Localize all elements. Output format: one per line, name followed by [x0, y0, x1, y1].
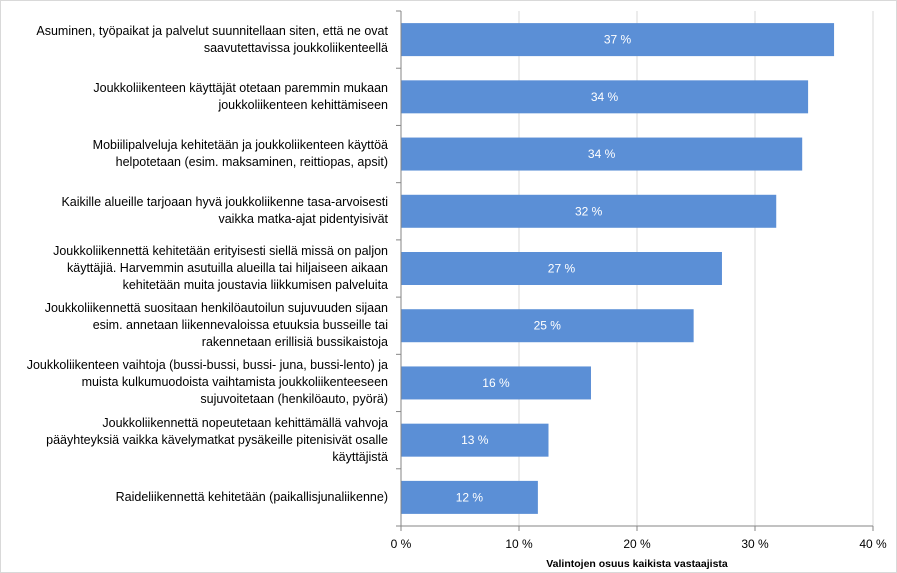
bar-9 [401, 480, 538, 514]
bar-1 [401, 23, 835, 57]
category-label-1: Asuminen, työpaikat ja palvelut suunnite… [36, 23, 388, 55]
data-label-8: 13 % [461, 433, 489, 447]
bar-7 [401, 366, 591, 400]
data-label-4: 32 % [575, 204, 603, 218]
data-label-7: 16 % [482, 376, 510, 390]
data-label-5: 27 % [548, 262, 576, 276]
bar-6 [401, 309, 694, 343]
data-label-3: 34 % [588, 147, 616, 161]
category-label-8: Joukkoliikennettä nopeutetaan kehittämäl… [46, 415, 388, 464]
bar-5 [401, 252, 722, 285]
data-label-6: 25 % [534, 319, 562, 333]
bar-2 [401, 80, 809, 114]
category-label-5: Joukkoliikennettä kehitetään erityisesti… [53, 244, 388, 292]
bar-3 [401, 137, 803, 171]
x-tick-label-0: 0 % [391, 537, 412, 551]
category-label-9: Raideliikennettä kehitetään (paikallisju… [115, 489, 388, 504]
bar-8 [401, 423, 549, 457]
category-label-4: Kaikille alueille tarjoaan hyvä joukkoli… [61, 195, 388, 227]
data-label-1: 37 % [604, 33, 632, 47]
x-tick-label-40: 40 % [859, 537, 887, 551]
x-tick-label-20: 20 % [623, 537, 651, 551]
x-tick-label-30: 30 % [741, 537, 769, 551]
x-tick-label-10: 10 % [505, 537, 533, 551]
data-label-9: 12 % [456, 490, 484, 504]
bar-4 [401, 194, 777, 228]
category-label-6: Joukkoliikennettä suositaan henkilöautoi… [44, 301, 388, 350]
data-label-2: 34 % [591, 90, 619, 104]
category-label-7: Joukkoliikenteen vaihtoja (bussi-bussi, … [26, 358, 388, 407]
category-label-2: Joukkoliikenteen käyttäjät otetaan parem… [93, 80, 388, 112]
x-axis-title: Valintojen osuus kaikista vastaajista [546, 558, 728, 570]
category-label-3: Mobiilipalveluja kehitetään ja joukkolii… [92, 138, 388, 170]
